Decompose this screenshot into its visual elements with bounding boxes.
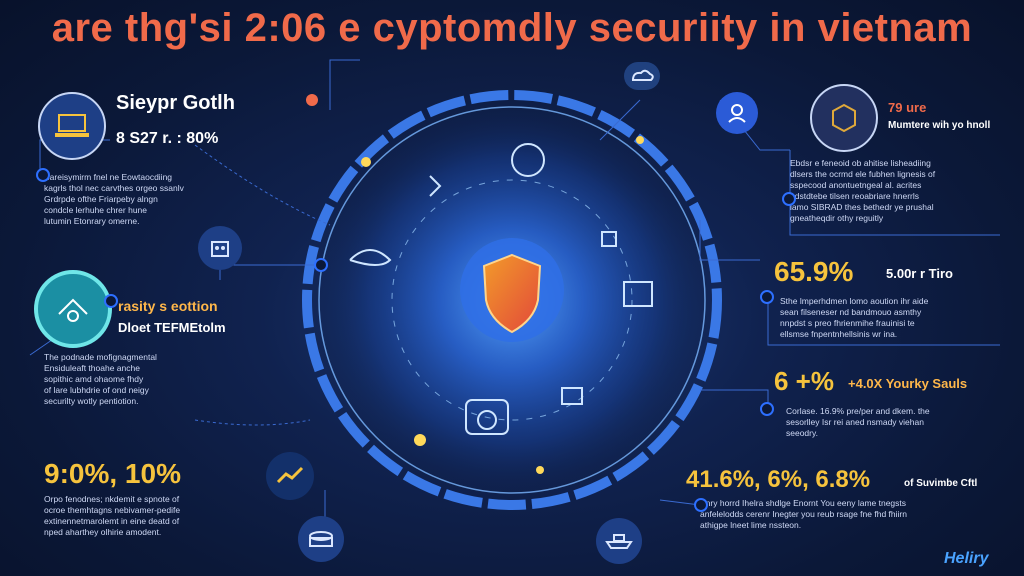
vault-cube-icon — [810, 84, 878, 152]
right-block4-stat: 41.6%, 6%, 6.8% — [686, 466, 871, 493]
right-block1-stat: 79 ure — [888, 100, 927, 115]
right-block2-label: 5.00r r Tiro — [886, 266, 953, 281]
hand-icon — [349, 249, 392, 266]
right-block3-text: Corlase. 16.9% pre/per and dkem. the ses… — [786, 406, 930, 438]
left-block1-heading: Sieypr Gotlh — [116, 92, 235, 114]
teal-network-icon — [34, 270, 112, 348]
left-block3-text: Orpo fenodnes; nkdemit e spnote of ocroe… — [44, 494, 181, 537]
connector-dot — [782, 192, 796, 206]
left-block2-text: The podnade mofignagmental Ensiduleaft t… — [44, 352, 157, 406]
right-block4-label: of Suvimbe Cftl — [904, 478, 978, 489]
connector-dot — [104, 294, 118, 308]
document-icon — [561, 387, 583, 405]
wallet-icon — [298, 516, 344, 562]
shield-icon — [482, 253, 542, 334]
user-shield-icon — [716, 92, 758, 134]
right-block3-label: +4.0X Yourky Sauls — [848, 376, 968, 391]
brain-icon — [511, 143, 545, 177]
right-block1-sub: Mumtere wih yo hnoll — [888, 120, 991, 131]
outer-ring — [302, 90, 722, 510]
right-block2-stat: 65.9% — [774, 256, 854, 287]
left-block2-heading: rasity s eottion — [118, 298, 218, 314]
safe-icon — [623, 281, 653, 307]
arrow-icon — [429, 175, 442, 197]
cloud-icon — [624, 62, 660, 90]
spark-dot — [361, 157, 371, 167]
left-block3-stat: 9:0%, 10% — [44, 458, 181, 489]
chart-coin-icon — [266, 452, 314, 500]
connector-dot — [314, 258, 328, 272]
data-chip-icon — [601, 231, 617, 247]
connector-dot — [36, 168, 50, 182]
left-block1-text: Sareisymirm fnel ne Eowtaocdiing kagrls … — [44, 172, 184, 226]
right-block2-text: Sthe lmperhdmen lomo aoution ihr aide se… — [780, 296, 929, 339]
connector-dot — [760, 290, 774, 304]
glyph-ring — [391, 179, 633, 421]
left-block2-sub: Dloet TEFMEtolm — [118, 320, 226, 335]
robot-icon — [198, 226, 242, 270]
laptop-badge-icon — [38, 92, 106, 160]
left-block1-stat: 8 S27 r. : 80% — [116, 130, 219, 147]
connector-dot — [694, 498, 708, 512]
brand-logo: Heliry — [944, 550, 989, 567]
inner-ring-line — [318, 106, 706, 494]
ship-icon — [596, 518, 642, 564]
right-block4-text: Anry horrd Ihelra shdlge Enornt You eeny… — [700, 498, 907, 530]
right-block3-stat: 6 +% — [774, 366, 834, 396]
page-title: are thg'si 2:06 e cyptomdly securiity in… — [51, 6, 973, 50]
lock-icon — [465, 399, 509, 435]
right-block1-text: Ebdsr e feneoid ob ahitise lisheadiing d… — [790, 158, 936, 223]
connector-dot — [760, 402, 774, 416]
